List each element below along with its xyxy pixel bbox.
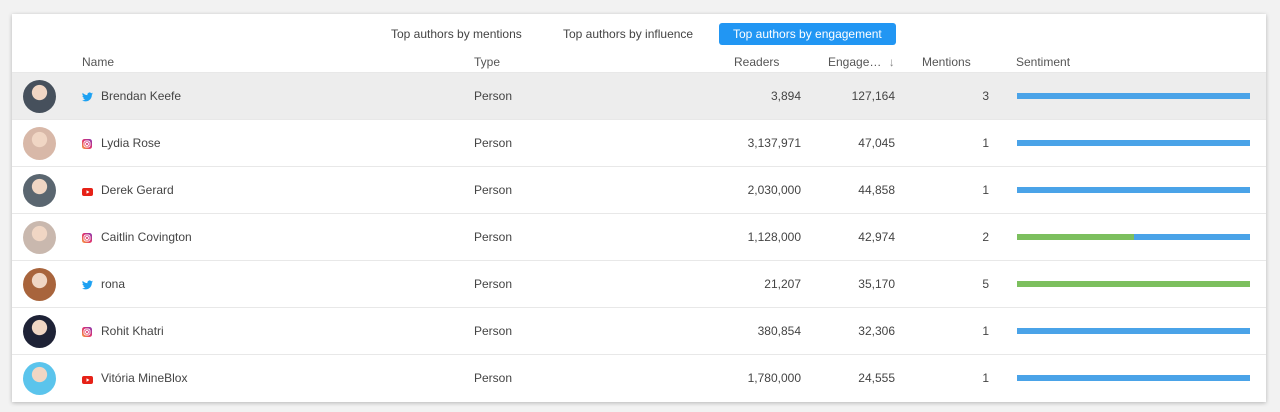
author-type: Person: [474, 136, 513, 150]
author-name[interactable]: Brendan Keefe: [101, 89, 182, 103]
mentions-value: 3: [982, 89, 989, 103]
sentiment-bar: [1017, 328, 1250, 334]
author-type: Person: [474, 324, 513, 338]
author-type: Person: [474, 89, 513, 103]
table-row[interactable]: rona Person 21,207 35,170 5: [12, 260, 1266, 308]
mentions-value: 5: [982, 277, 989, 291]
instagram-icon: [82, 232, 93, 243]
column-header-mentions[interactable]: Mentions: [922, 55, 971, 69]
column-header-engagement[interactable]: Engage… ↓: [828, 52, 895, 72]
avatar[interactable]: [23, 221, 56, 254]
column-header-engagement-label: Engage…: [828, 55, 882, 69]
engagement-value: 44,858: [858, 183, 895, 197]
author-name[interactable]: Derek Gerard: [101, 183, 174, 197]
author-name[interactable]: Vitória MineBlox: [101, 371, 188, 385]
author-type: Person: [474, 183, 513, 197]
engagement-value: 24,555: [858, 371, 895, 385]
tab-top-authors-by-engagement[interactable]: Top authors by engagement: [719, 23, 896, 45]
twitter-icon: [82, 279, 93, 290]
avatar[interactable]: [23, 268, 56, 301]
arrow-down-icon: ↓: [888, 55, 895, 69]
instagram-icon: [82, 326, 93, 337]
author-name[interactable]: Caitlin Covington: [101, 230, 192, 244]
sentiment-bar: [1017, 375, 1250, 381]
sentiment-neutral-segment: [1017, 375, 1250, 381]
sentiment-neutral-segment: [1017, 328, 1250, 334]
mentions-value: 1: [982, 371, 989, 385]
readers-value: 2,030,000: [747, 183, 801, 197]
sentiment-neutral-segment: [1133, 234, 1250, 240]
author-name[interactable]: Rohit Khatri: [101, 324, 164, 338]
avatar[interactable]: [23, 127, 56, 160]
instagram-icon: [82, 138, 93, 149]
engagement-value: 42,974: [858, 230, 895, 244]
engagement-value: 35,170: [858, 277, 895, 291]
tab-top-authors-by-mentions[interactable]: Top authors by mentions: [391, 27, 522, 41]
sentiment-bar: [1017, 140, 1250, 146]
table-row[interactable]: Derek Gerard Person 2,030,000 44,858 1: [12, 166, 1266, 214]
table-row[interactable]: Caitlin Covington Person 1,128,000 42,97…: [12, 213, 1266, 261]
table-row[interactable]: Vitória MineBlox Person 1,780,000 24,555…: [12, 354, 1266, 402]
readers-value: 3,137,971: [747, 136, 801, 150]
sentiment-neutral-segment: [1017, 140, 1250, 146]
youtube-icon: [82, 373, 93, 384]
sentiment-positive-segment: [1017, 281, 1250, 287]
column-header-readers[interactable]: Readers: [734, 55, 780, 69]
table-row[interactable]: Lydia Rose Person 3,137,971 47,045 1: [12, 119, 1266, 167]
author-type: Person: [474, 371, 513, 385]
avatar[interactable]: [23, 315, 56, 348]
readers-value: 3,894: [770, 89, 801, 103]
author-name[interactable]: rona: [101, 277, 126, 291]
author-type: Person: [474, 230, 513, 244]
mentions-value: 2: [982, 230, 989, 244]
tab-top-authors-by-influence[interactable]: Top authors by influence: [563, 27, 694, 41]
column-header-sentiment[interactable]: Sentiment: [1016, 55, 1071, 69]
avatar[interactable]: [23, 174, 56, 207]
author-type: Person: [474, 277, 513, 291]
sentiment-bar: [1017, 234, 1250, 240]
author-name[interactable]: Lydia Rose: [101, 136, 161, 150]
tab-bar: Top authors by mentions Top authors by i…: [12, 23, 1266, 45]
engagement-value: 127,164: [851, 89, 895, 103]
mentions-value: 1: [982, 183, 989, 197]
sentiment-bar: [1017, 187, 1250, 193]
table-row[interactable]: Rohit Khatri Person 380,854 32,306 1: [12, 307, 1266, 355]
sentiment-bar: [1017, 93, 1250, 99]
engagement-value: 32,306: [858, 324, 895, 338]
mentions-value: 1: [982, 324, 989, 338]
sentiment-bar: [1017, 281, 1250, 287]
readers-value: 21,207: [764, 277, 801, 291]
sentiment-neutral-segment: [1017, 93, 1250, 99]
readers-value: 1,128,000: [747, 230, 801, 244]
avatar[interactable]: [23, 80, 56, 113]
table-row[interactable]: Brendan Keefe Person 3,894 127,164 3: [12, 72, 1266, 120]
avatar[interactable]: [23, 362, 56, 395]
top-authors-card: Top authors by mentions Top authors by i…: [12, 14, 1266, 402]
youtube-icon: [82, 185, 93, 196]
column-header-name[interactable]: Name: [82, 55, 115, 69]
sentiment-neutral-segment: [1017, 187, 1250, 193]
mentions-value: 1: [982, 136, 989, 150]
readers-value: 1,780,000: [747, 371, 801, 385]
readers-value: 380,854: [757, 324, 801, 338]
engagement-value: 47,045: [858, 136, 895, 150]
column-header-type[interactable]: Type: [474, 55, 501, 69]
twitter-icon: [82, 91, 93, 102]
sentiment-positive-segment: [1017, 234, 1134, 240]
